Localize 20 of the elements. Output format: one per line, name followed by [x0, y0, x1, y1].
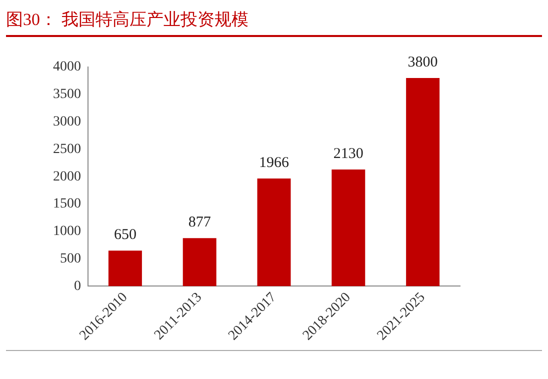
data-label: 1966: [259, 154, 290, 171]
bar: [182, 238, 216, 286]
data-label: 650: [114, 227, 136, 244]
y-tick-label: 3500: [53, 87, 81, 102]
data-label: 877: [188, 214, 212, 231]
y-tick-label: 2000: [53, 169, 81, 184]
y-tick-label: 2500: [53, 142, 81, 157]
y-tick-label: 500: [60, 251, 81, 266]
bar: [108, 250, 142, 286]
y-tick-label: 0: [74, 278, 81, 294]
y-tick-label: 1500: [53, 196, 81, 212]
y-tick-label: 1000: [53, 224, 81, 240]
bar: [406, 78, 440, 286]
data-label: 3800: [408, 54, 438, 70]
bar: [332, 169, 366, 286]
bar: [257, 178, 291, 286]
y-tick-label: 3000: [53, 114, 81, 130]
chart-title: 图30： 我国特高压产业投资规模: [6, 0, 542, 37]
data-label: 2130: [333, 146, 364, 162]
y-tick-label: 4000: [53, 60, 81, 75]
